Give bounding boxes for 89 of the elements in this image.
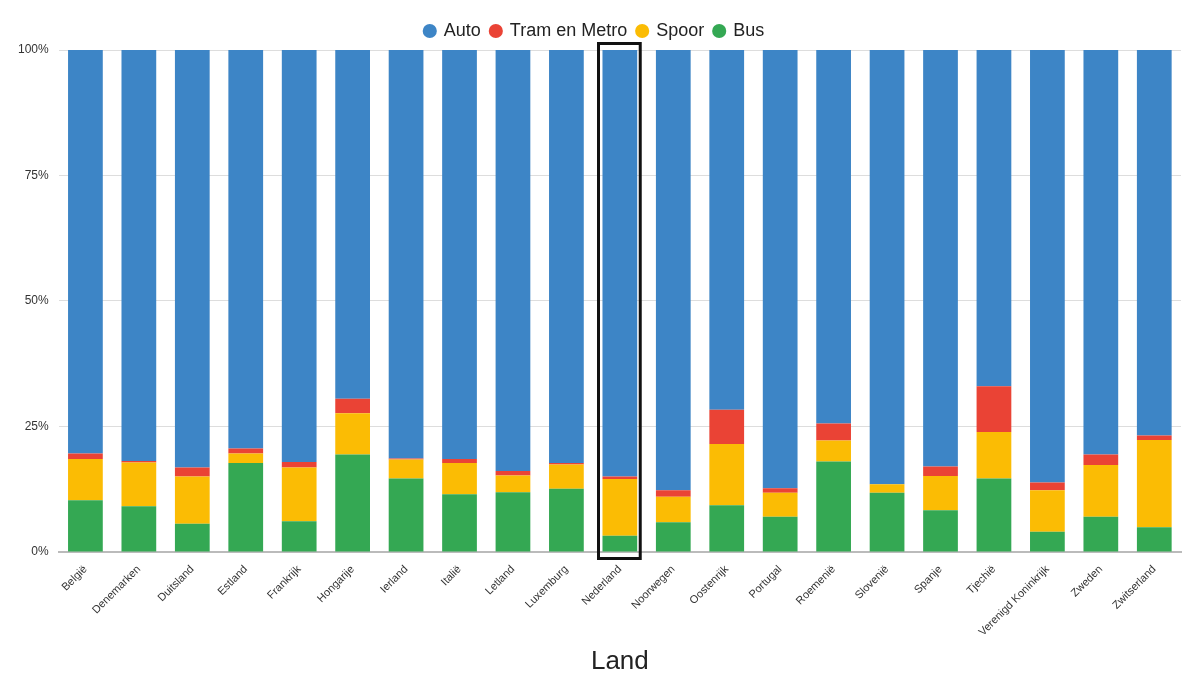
bar [655,496,691,523]
bar [335,398,370,414]
bar [762,492,798,517]
bar [1030,50,1065,483]
bar [1136,439,1172,528]
bar [228,463,264,552]
bar [495,475,531,493]
bar [121,506,157,552]
bar [709,505,745,552]
bar [228,50,264,449]
y-tick-label: 0% [31,544,50,559]
bar [281,467,317,522]
y-tick-label: 75% [24,167,50,182]
bar [121,462,157,507]
bar [709,409,745,444]
y-tick-label: 50% [24,293,50,308]
bar [68,459,103,501]
bar [335,454,370,552]
bar [762,488,798,493]
y-tick-label: 25% [24,418,50,433]
legend-label: Bus [733,19,765,40]
bar [602,479,638,536]
bar [1030,531,1065,552]
legend-label: Spoor [656,19,705,40]
bar [495,50,531,472]
bar [816,461,851,552]
bar [602,535,638,552]
bar [762,516,798,552]
bar [335,413,370,455]
bar [68,453,103,460]
bar [388,50,424,459]
bar [121,50,157,462]
bar [709,443,745,506]
bar [335,50,370,399]
bar [1083,454,1119,466]
bar [816,423,851,441]
y-tick-label: 100% [17,42,50,57]
bar [68,50,103,454]
bar [442,494,477,552]
bar [923,476,958,511]
bar [1030,490,1065,532]
bar [869,492,905,552]
bar [495,492,531,552]
bar [816,440,851,462]
bar [1083,465,1119,517]
bar [923,510,958,552]
bar [923,50,958,467]
bar [68,500,103,552]
bar [281,521,317,552]
bar [174,523,210,552]
bar [495,471,531,476]
bar [281,462,317,468]
bar [549,50,584,464]
bar [923,466,958,477]
bar [388,478,424,552]
bar [174,50,210,468]
bar [655,522,691,552]
bar [976,386,1012,432]
bar [1083,50,1119,455]
bar [174,467,210,477]
bar [976,50,1012,387]
bar [976,431,1012,479]
bar [816,50,851,424]
bar [1136,50,1172,436]
bar [1136,527,1172,552]
bar [549,488,584,552]
bar [388,459,424,479]
bar [228,448,264,454]
bar [442,459,477,464]
bar [174,476,210,524]
bar [655,490,691,497]
x-axis-title: Land [590,644,649,675]
bar [869,484,905,493]
bar [281,50,317,463]
legend-label: Auto [443,19,481,40]
bar [442,463,477,495]
bar [442,50,477,460]
bar [709,50,745,410]
bar [762,50,798,489]
legend-label: Tram en Metro [509,19,628,40]
bar [1030,482,1065,491]
bar [976,478,1012,552]
bar [655,50,691,491]
bar [549,464,584,489]
bar [602,50,638,477]
bar [1136,435,1172,440]
bar [228,453,264,464]
bar [1083,516,1119,552]
bar [869,50,905,485]
